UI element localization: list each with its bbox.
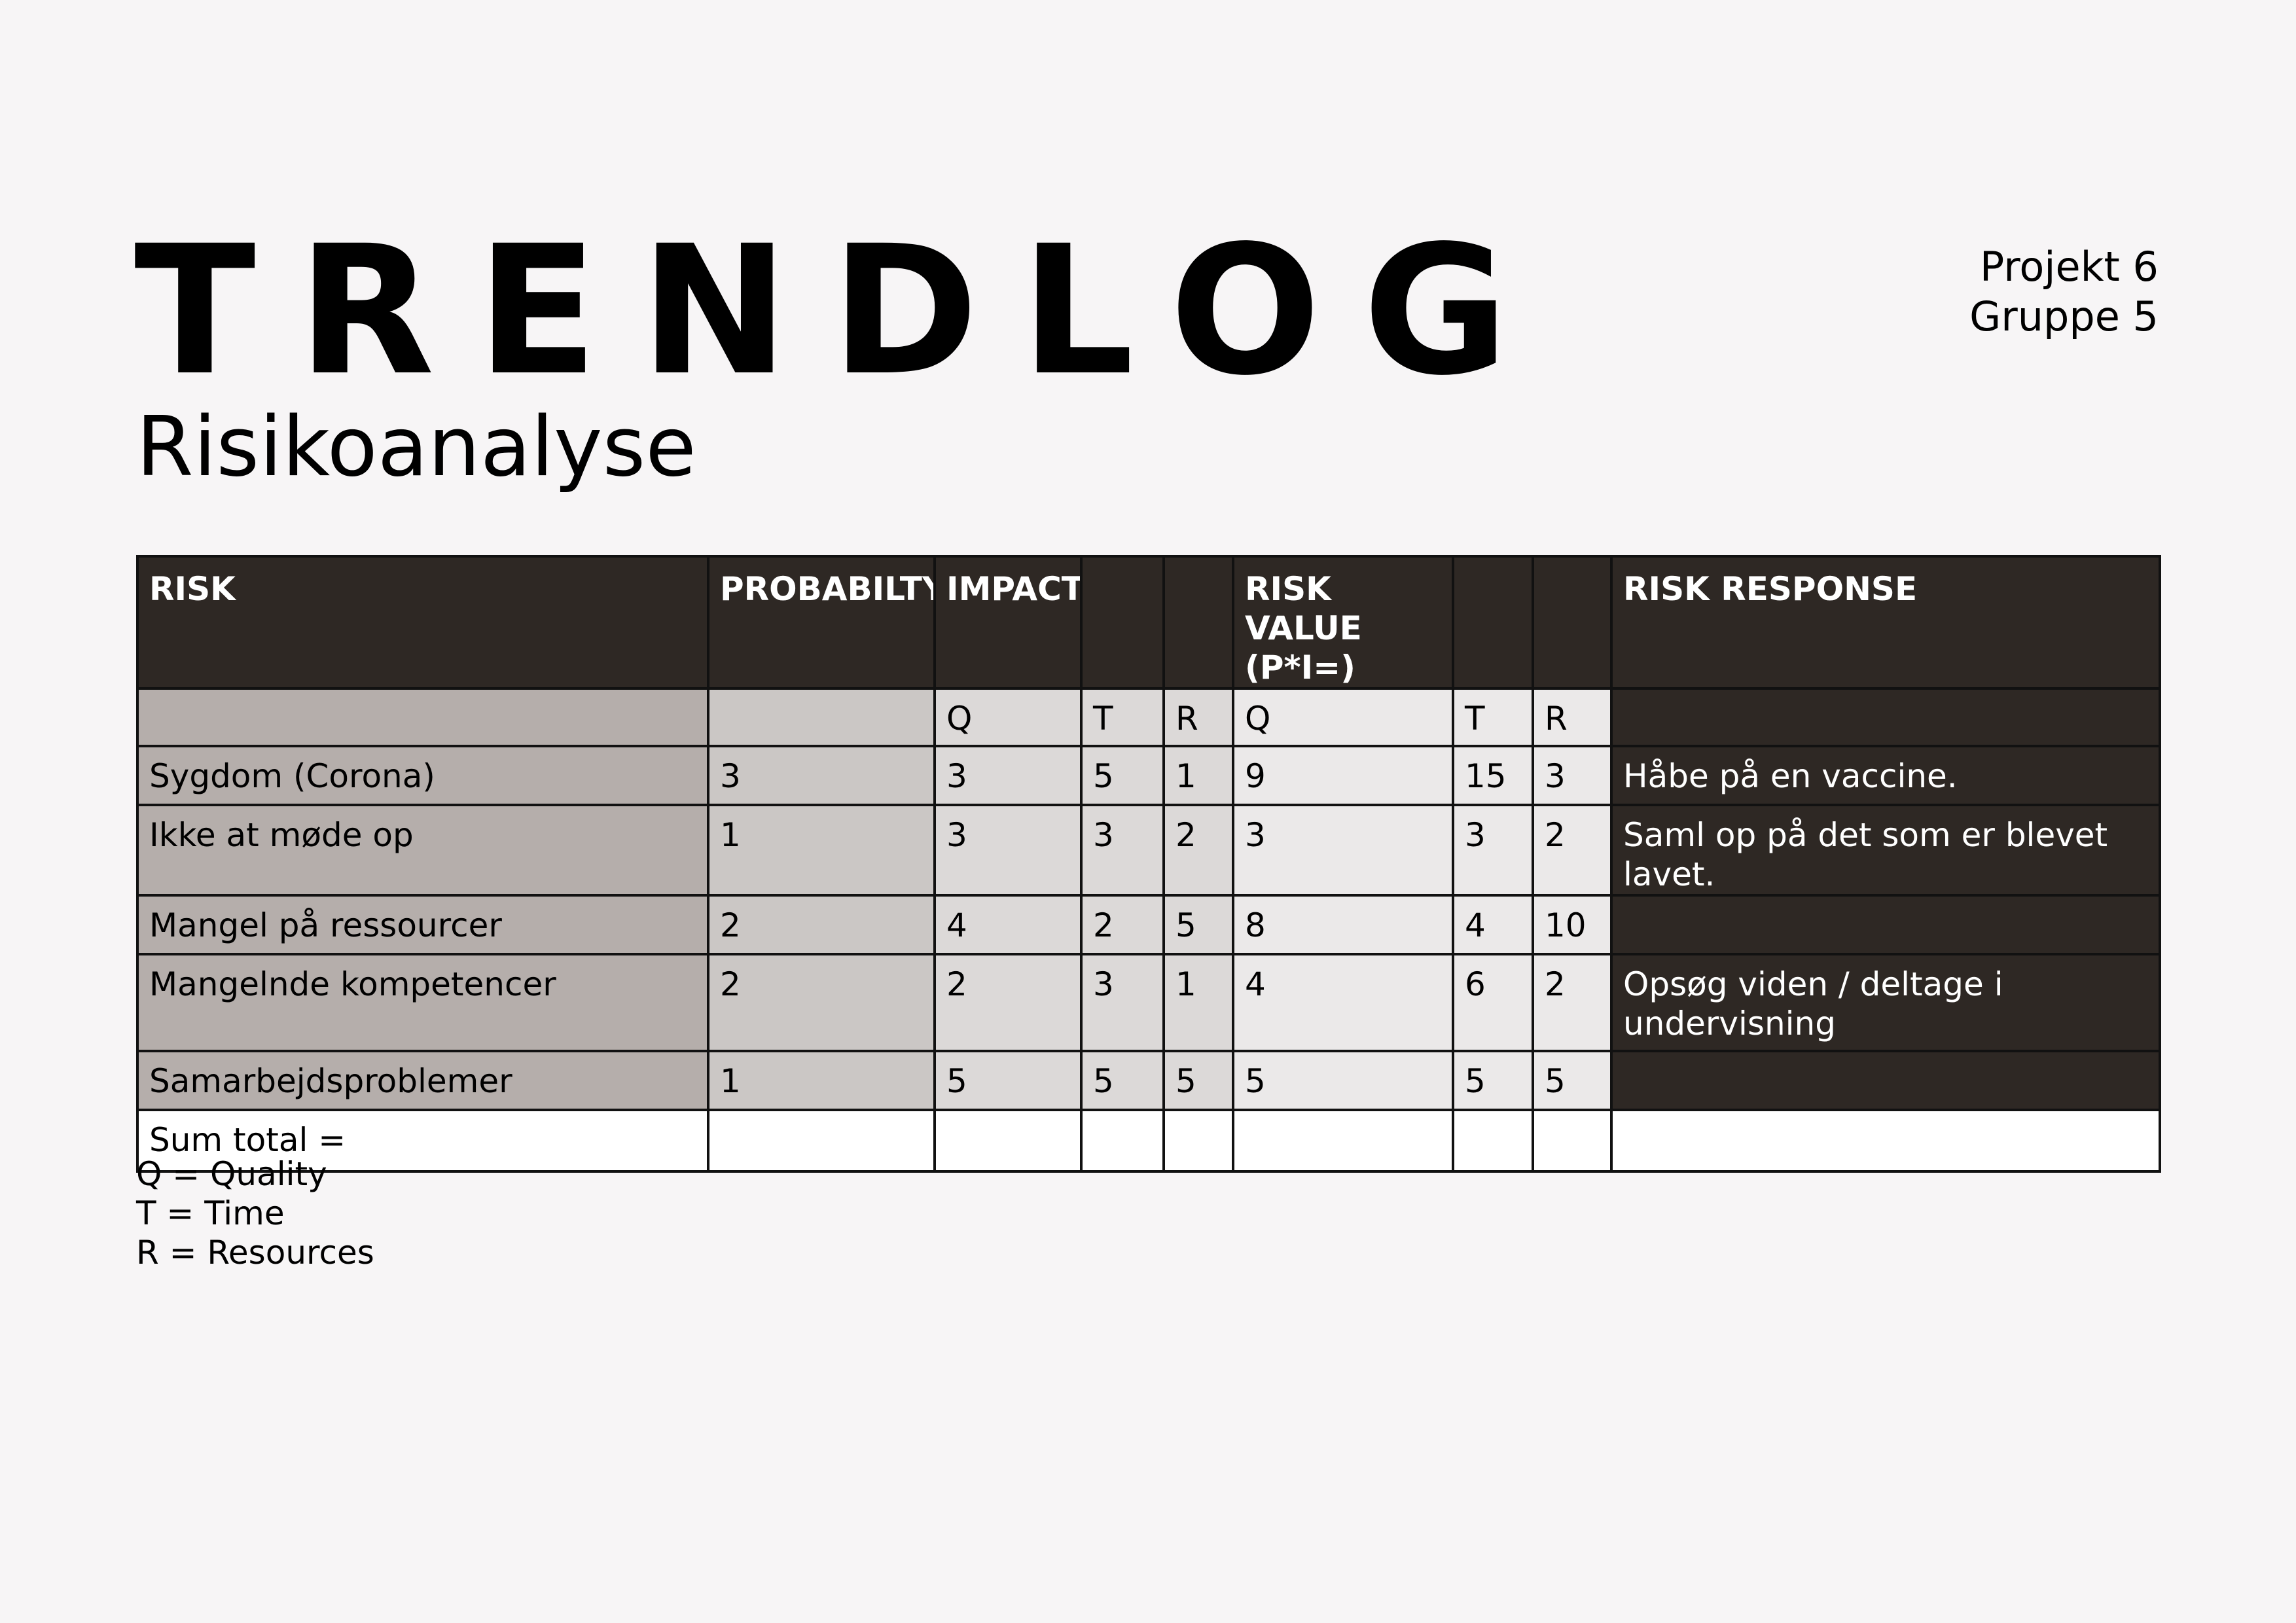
- impact-t-cell: 2: [1080, 894, 1165, 955]
- impact-q-cell: 5: [933, 1050, 1083, 1111]
- legend: Q = Quality T = Time R = Resources: [136, 1154, 374, 1272]
- group-label: Gruppe 5: [1969, 293, 2159, 340]
- value-t-cell: 3: [1452, 804, 1534, 897]
- page-title: TRENDLOG: [134, 208, 1551, 415]
- table-row: Samarbejdsproblemer 1 5 5 5 5 5 5: [136, 1050, 2161, 1111]
- impact-q-cell: 3: [933, 745, 1083, 806]
- table-row: Ikke at møde op 1 3 3 2 3 3 2 Saml op på…: [136, 804, 2161, 897]
- sub-header-value-t: T: [1452, 687, 1534, 747]
- legend-resources: R = Resources: [136, 1234, 374, 1272]
- sub-header-impact-t: T: [1080, 687, 1165, 747]
- table-cell: [1452, 1109, 1534, 1173]
- table-cell: [707, 1109, 936, 1173]
- value-r-cell: 2: [1532, 953, 1613, 1052]
- probability-cell: 2: [707, 953, 936, 1052]
- impact-r-cell: 5: [1162, 894, 1234, 955]
- impact-q-cell: 2: [933, 953, 1083, 1052]
- value-q-cell: 8: [1232, 894, 1454, 955]
- response-cell: [1610, 1050, 2161, 1111]
- value-r-cell: 2: [1532, 804, 1613, 897]
- table-cell: [1080, 1109, 1165, 1173]
- value-q-cell: 4: [1232, 953, 1454, 1052]
- table-cell: [933, 1109, 1083, 1173]
- value-t-cell: 15: [1452, 745, 1534, 806]
- sub-header-value-q: Q: [1232, 687, 1454, 747]
- header-risk-value: RISK VALUE (P*I=): [1232, 555, 1454, 690]
- risk-cell: Mangel på ressourcer: [136, 894, 709, 955]
- impact-r-cell: 5: [1162, 1050, 1234, 1111]
- value-t-cell: 5: [1452, 1050, 1534, 1111]
- response-cell: [1610, 894, 2161, 955]
- response-cell: Saml op på det som er blevet lavet.: [1610, 804, 2161, 897]
- sub-header-value-r: R: [1532, 687, 1613, 747]
- header-blank: [1080, 555, 1165, 690]
- sum-total-label: Sum total =: [136, 1109, 709, 1173]
- header-probability: PROBABILTY: [707, 555, 936, 690]
- sum-row: Sum total =: [136, 1109, 2161, 1173]
- table-cell: [1610, 687, 2161, 747]
- value-q-cell: 5: [1232, 1050, 1454, 1111]
- value-t-cell: 6: [1452, 953, 1534, 1052]
- header-impact: IMPACT: [933, 555, 1083, 690]
- risk-cell: Mangelnde kompetencer: [136, 953, 709, 1052]
- sub-header-impact-q: Q: [933, 687, 1083, 747]
- probability-cell: 1: [707, 804, 936, 897]
- probability-cell: 2: [707, 894, 936, 955]
- legend-time: T = Time: [136, 1194, 285, 1232]
- impact-q-cell: 4: [933, 894, 1083, 955]
- sub-header-row: Q T R Q T R: [136, 687, 2161, 747]
- header-blank: [1162, 555, 1234, 690]
- impact-t-cell: 3: [1080, 804, 1165, 897]
- risk-cell: Samarbejdsproblemer: [136, 1050, 709, 1111]
- value-r-cell: 5: [1532, 1050, 1613, 1111]
- value-q-cell: 3: [1232, 804, 1454, 897]
- value-q-cell: 9: [1232, 745, 1454, 806]
- table-row: Mangel på ressourcer 2 4 2 5 8 4 10: [136, 894, 2161, 955]
- value-r-cell: 10: [1532, 894, 1613, 955]
- impact-r-cell: 1: [1162, 745, 1234, 806]
- header-risk: RISK: [136, 555, 709, 690]
- value-r-cell: 3: [1532, 745, 1613, 806]
- sub-header-impact-r: R: [1162, 687, 1234, 747]
- table-row: Sygdom (Corona) 3 3 5 1 9 15 3 Håbe på e…: [136, 745, 2161, 806]
- table-cell: [1610, 1109, 2161, 1173]
- probability-cell: 1: [707, 1050, 936, 1111]
- response-cell: Håbe på en vaccine.: [1610, 745, 2161, 806]
- risk-table: RISK PROBABILTY IMPACT RISK VALUE (P*I=)…: [136, 555, 2161, 1173]
- impact-t-cell: 5: [1080, 745, 1165, 806]
- risk-cell: Sygdom (Corona): [136, 745, 709, 806]
- page-subtitle: Risikoanalyse: [136, 399, 696, 495]
- probability-cell: 3: [707, 745, 936, 806]
- project-label: Projekt 6: [1979, 243, 2159, 291]
- table-cell: [707, 687, 936, 747]
- legend-quality: Q = Quality: [136, 1155, 327, 1193]
- table-cell: [136, 687, 709, 747]
- response-cell: Opsøg viden / deltage i undervisning: [1610, 953, 2161, 1052]
- impact-r-cell: 2: [1162, 804, 1234, 897]
- header-blank: [1532, 555, 1613, 690]
- risk-cell: Ikke at møde op: [136, 804, 709, 897]
- value-t-cell: 4: [1452, 894, 1534, 955]
- impact-t-cell: 3: [1080, 953, 1165, 1052]
- header-row: RISK PROBABILTY IMPACT RISK VALUE (P*I=)…: [136, 555, 2161, 690]
- table-cell: [1162, 1109, 1234, 1173]
- project-info: Projekt 6 Gruppe 5: [1969, 242, 2159, 342]
- table-row: Mangelnde kompetencer 2 2 3 1 4 6 2 Opsø…: [136, 953, 2161, 1052]
- impact-r-cell: 1: [1162, 953, 1234, 1052]
- table-cell: [1532, 1109, 1613, 1173]
- header-risk-response: RISK RESPONSE: [1610, 555, 2161, 690]
- impact-t-cell: 5: [1080, 1050, 1165, 1111]
- impact-q-cell: 3: [933, 804, 1083, 897]
- header-blank: [1452, 555, 1534, 690]
- table-cell: [1232, 1109, 1454, 1173]
